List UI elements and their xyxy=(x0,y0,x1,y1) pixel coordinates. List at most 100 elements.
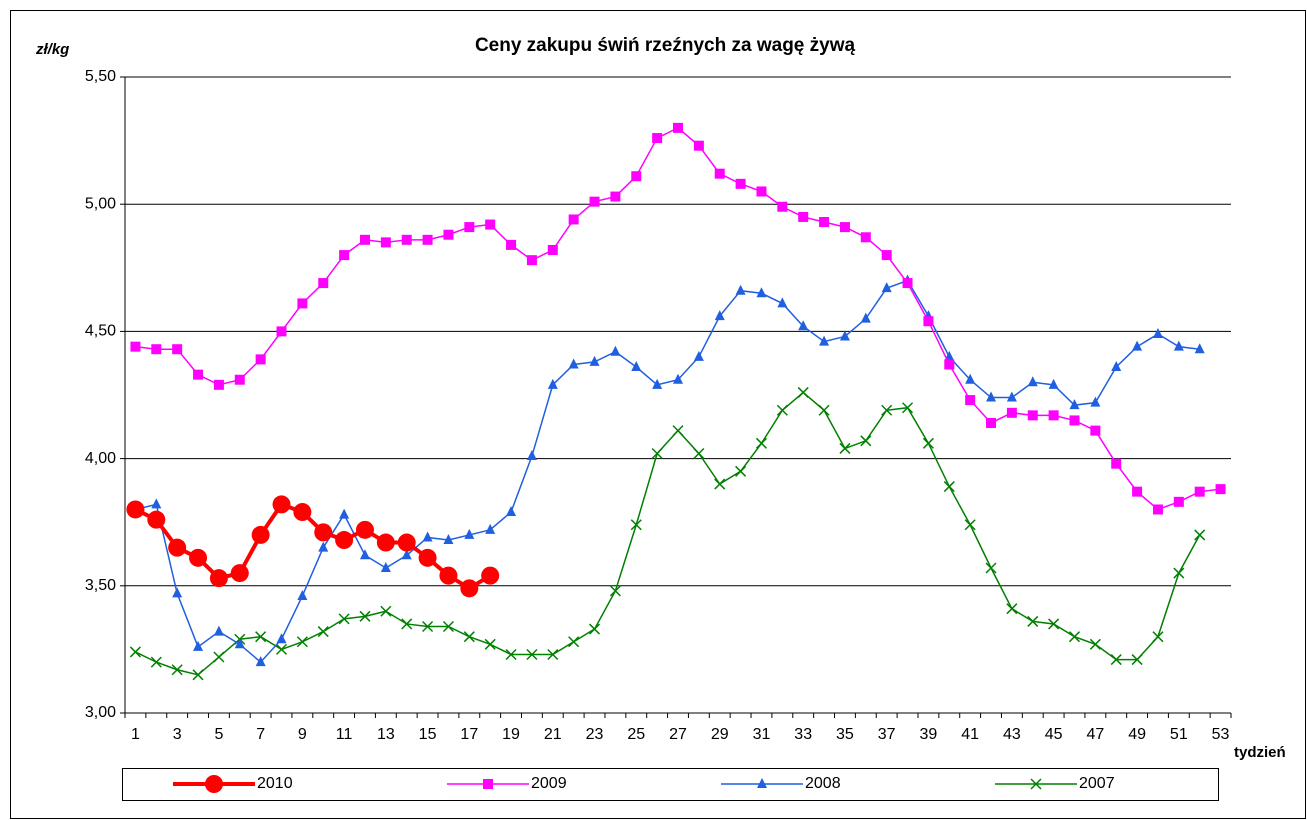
point xyxy=(205,775,223,793)
x-tick-label: 15 xyxy=(419,726,437,743)
series-line xyxy=(135,391,1201,676)
x-tick-label: 7 xyxy=(256,726,265,743)
point xyxy=(481,566,500,585)
point xyxy=(652,378,663,389)
series-line xyxy=(135,279,1200,664)
point xyxy=(171,664,183,676)
point xyxy=(422,531,433,542)
point xyxy=(443,534,454,545)
point xyxy=(464,222,475,233)
point xyxy=(401,549,412,560)
point xyxy=(860,232,871,243)
point xyxy=(1110,654,1122,666)
point xyxy=(272,495,291,514)
point xyxy=(568,358,579,369)
point xyxy=(757,778,767,788)
point xyxy=(1132,486,1143,497)
point xyxy=(547,648,559,661)
point xyxy=(192,669,204,681)
point xyxy=(359,234,370,245)
x-tick-label: 33 xyxy=(794,726,812,743)
point xyxy=(1152,631,1164,643)
point xyxy=(314,523,333,542)
legend-label: 2009 xyxy=(531,775,567,792)
point xyxy=(150,656,162,668)
point xyxy=(819,217,830,228)
point xyxy=(839,330,850,341)
point xyxy=(506,506,517,517)
x-tick-label: 41 xyxy=(961,726,979,743)
point xyxy=(610,345,621,356)
y-tick-label: 5,50 xyxy=(85,68,116,85)
point xyxy=(380,561,391,572)
point xyxy=(673,373,683,384)
point xyxy=(943,481,955,493)
point xyxy=(318,541,329,552)
point xyxy=(293,503,312,522)
point xyxy=(777,297,788,308)
x-tick-label: 21 xyxy=(544,726,562,743)
point xyxy=(672,425,684,437)
point xyxy=(798,211,809,222)
point xyxy=(397,533,416,552)
x-tick-label: 1 xyxy=(131,726,140,743)
point xyxy=(1194,529,1206,541)
point xyxy=(401,234,412,245)
point xyxy=(1006,391,1017,402)
point xyxy=(193,369,204,380)
point xyxy=(442,620,454,633)
point xyxy=(151,344,162,355)
point xyxy=(693,350,704,361)
point xyxy=(213,625,224,636)
point xyxy=(506,239,517,250)
point xyxy=(130,341,141,352)
point xyxy=(213,651,225,663)
point xyxy=(355,520,374,539)
point xyxy=(819,335,830,346)
point xyxy=(1027,376,1038,387)
point xyxy=(296,636,308,648)
x-tick-label: 43 xyxy=(1003,726,1021,743)
x-tick-label: 11 xyxy=(336,726,353,743)
y-tick-label: 5,00 xyxy=(85,195,116,212)
point xyxy=(483,779,493,789)
point xyxy=(589,196,600,207)
point xyxy=(335,531,354,550)
point xyxy=(922,437,934,449)
point xyxy=(735,465,747,477)
x-tick-label: 53 xyxy=(1212,726,1230,743)
x-tick-label: 23 xyxy=(586,726,604,743)
point xyxy=(129,646,141,658)
x-tick-label: 37 xyxy=(878,726,896,743)
point xyxy=(610,191,621,202)
point xyxy=(798,320,809,331)
point xyxy=(359,610,371,622)
point xyxy=(860,435,872,447)
point xyxy=(209,569,228,588)
point xyxy=(526,450,537,461)
point xyxy=(297,589,308,600)
point xyxy=(126,500,145,519)
point xyxy=(776,404,788,416)
point xyxy=(1048,378,1059,389)
point xyxy=(1173,340,1184,351)
point xyxy=(1069,415,1080,426)
point xyxy=(568,636,580,648)
point xyxy=(630,519,642,531)
point xyxy=(251,525,270,544)
point xyxy=(1215,484,1226,495)
point xyxy=(380,237,391,248)
point xyxy=(818,404,830,416)
x-tick-label: 45 xyxy=(1045,726,1063,743)
point xyxy=(463,631,475,643)
point xyxy=(985,562,997,574)
point xyxy=(714,168,725,179)
point xyxy=(1069,399,1080,410)
point xyxy=(213,379,224,390)
chart-title: Ceny zakupu świń rzeźnych za wagę żywą xyxy=(475,35,856,56)
point xyxy=(631,171,642,182)
point xyxy=(297,298,308,309)
point xyxy=(1111,458,1122,469)
point xyxy=(418,548,437,567)
x-tick-label: 27 xyxy=(669,726,687,743)
